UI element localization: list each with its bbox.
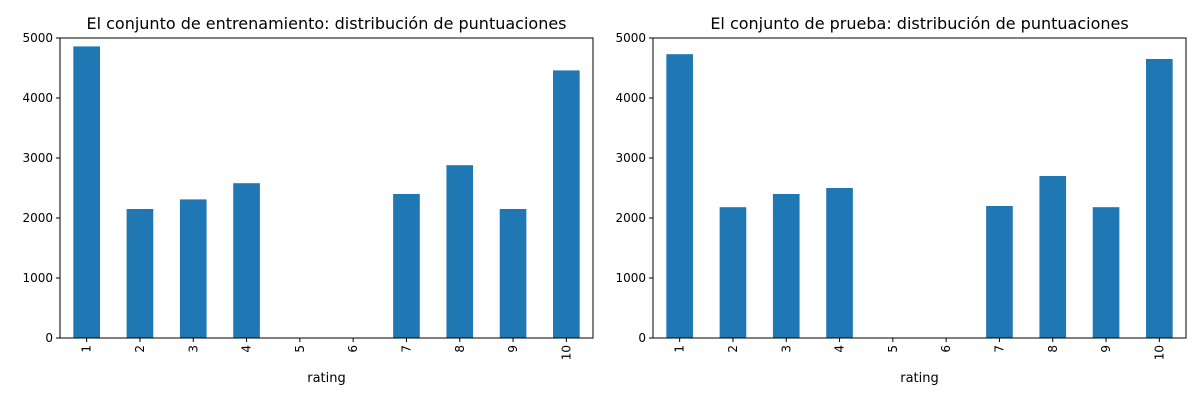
x-tick-label: 7 — [399, 345, 413, 353]
bar-1 — [666, 54, 693, 338]
test-set-chart: 0 1000 2000 3000 4000 5000 1 2 3 4 5 6 7 8 9 10 El conju… — [615, 14, 1187, 386]
bar-2 — [126, 209, 154, 338]
bar-4 — [233, 183, 260, 338]
bar-3 — [179, 199, 207, 338]
bar-10 — [1146, 59, 1173, 338]
x-tick-label: 10 — [559, 345, 573, 360]
y-tick-label: 3000 — [615, 151, 646, 165]
bar-7 — [393, 194, 420, 338]
chart-title: El conjunto de prueba: distribución de p… — [710, 14, 1128, 33]
bar-9 — [1092, 207, 1120, 338]
x-tick-label: 3 — [779, 345, 793, 353]
x-tick-label: 9 — [506, 345, 520, 353]
bar-2 — [719, 207, 747, 338]
bar-3 — [772, 194, 800, 338]
y-tick-label: 1000 — [22, 271, 53, 285]
x-tick-label: 1 — [80, 345, 94, 353]
y-tick-label: 5000 — [22, 31, 53, 45]
x-tick-label: 9 — [1099, 345, 1113, 353]
x-tick-label: 4 — [833, 345, 847, 353]
x-axis-label: rating — [900, 371, 939, 386]
y-tick-label: 4000 — [615, 91, 646, 105]
x-tick-label: 6 — [346, 345, 360, 353]
y-tick-label: 1000 — [615, 271, 646, 285]
x-tick-label: 3 — [186, 345, 200, 353]
x-tick-label: 5 — [886, 345, 900, 353]
x-tick-label: 8 — [453, 345, 467, 353]
training-set-chart: 0 1000 2000 3000 4000 5000 1 2 3 4 5 6 7 8 9 10 El conju… — [22, 14, 594, 386]
x-tick-label: 7 — [992, 345, 1006, 353]
x-tick-label: 4 — [240, 345, 254, 353]
x-axis-label: rating — [307, 371, 346, 386]
x-tick-label: 6 — [939, 345, 953, 353]
y-tick-label: 2000 — [22, 211, 53, 225]
y-tick-label: 4000 — [22, 91, 53, 105]
x-tick-label: 1 — [673, 345, 687, 353]
bar-1 — [73, 46, 100, 339]
x-tick-label: 8 — [1046, 345, 1060, 353]
bar-9 — [499, 209, 527, 338]
plot-frame — [652, 37, 1187, 339]
x-tick-label: 5 — [293, 345, 307, 353]
plot-frame — [59, 37, 594, 339]
y-tick-label: 0 — [45, 331, 53, 345]
x-tick-label: 2 — [726, 345, 740, 353]
y-tick-label: 3000 — [22, 151, 53, 165]
y-tick-label: 2000 — [615, 211, 646, 225]
y-tick-label: 0 — [638, 331, 646, 345]
y-tick-label: 5000 — [615, 31, 646, 45]
bar-4 — [826, 188, 853, 338]
chart-title: El conjunto de entrenamiento: distribuci… — [86, 14, 566, 33]
x-tick-label: 10 — [1152, 345, 1166, 360]
bar-7 — [986, 206, 1013, 338]
x-tick-label: 2 — [133, 345, 147, 353]
bar-8 — [1039, 176, 1067, 338]
bar-8 — [446, 165, 474, 338]
bar-10 — [553, 70, 580, 339]
